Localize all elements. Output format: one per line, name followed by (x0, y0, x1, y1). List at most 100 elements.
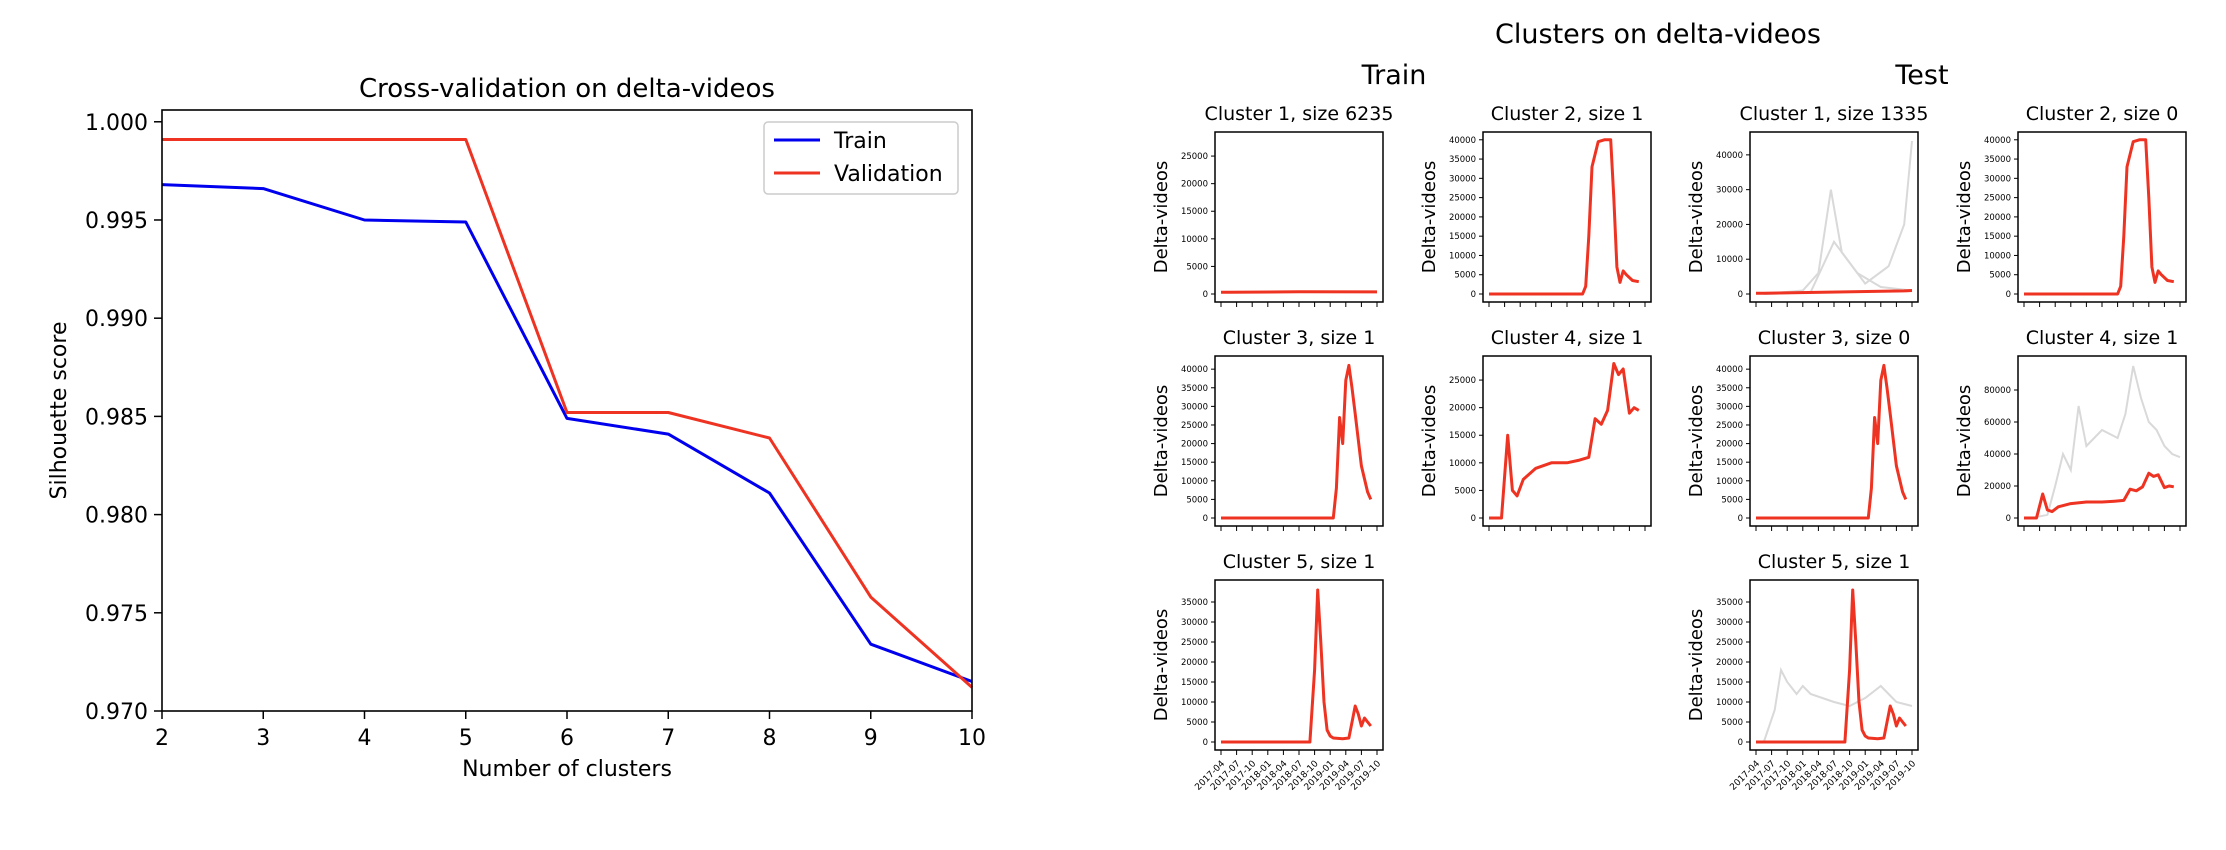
chart-title: Cross-validation on delta-videos (359, 74, 775, 104)
y-tick-label: 15000 (1449, 232, 1476, 242)
y-tick-label: 0 (1738, 290, 1743, 300)
x-tick-label: 10 (958, 726, 986, 751)
y-tick-label: 15000 (1181, 678, 1208, 688)
y-axis-label: Delta-videos (1151, 609, 1172, 722)
y-tick-label: 40000 (1449, 136, 1476, 146)
panel-title: Cluster 2, size 1 (1491, 103, 1644, 125)
series-line-train (161, 183, 973, 683)
cluster-panel: Cluster 2, size 0 0 5000 10000 15000 20000 250… (1954, 103, 2187, 307)
y-axis-label: Silhouette score (47, 322, 72, 500)
centroid-line (1756, 588, 1907, 744)
y-axis-label: Delta-videos (1686, 609, 1707, 722)
y-axis-label: Delta-videos (1686, 161, 1707, 274)
cluster-panel: Cluster 5, size 1 0 5000 10000 15000 20000 250… (1686, 551, 1919, 793)
y-tick-label: 0.990 (85, 307, 148, 332)
member-series-line (1762, 666, 1913, 743)
y-tick-label: 40000 (1984, 450, 2011, 460)
y-tick-label: 15000 (1449, 431, 1476, 441)
y-tick-label: 0 (2006, 290, 2011, 300)
y-tick-label: 25000 (1181, 638, 1208, 648)
y-tick-label: 0 (1203, 290, 1208, 300)
x-tick-label: 8 (763, 726, 777, 751)
y-tick-label: 35000 (1984, 155, 2011, 165)
member-series-line (1763, 140, 1913, 295)
centroid-line (2024, 471, 2175, 520)
y-tick-label: 0 (1471, 514, 1476, 524)
y-tick-label: 0 (1203, 514, 1208, 524)
y-tick-label: 20000 (1716, 440, 1743, 450)
legend-label-validation: Validation (834, 162, 943, 187)
cluster-panel: Cluster 1, size 1335 0 10000 20000 30000 4000… (1686, 103, 1928, 307)
panel-title: Cluster 5, size 1 (1223, 551, 1376, 573)
y-tick-label: 60000 (1984, 418, 2011, 428)
y-tick-label: 5000 (1454, 486, 1476, 496)
series-line-validation (162, 138, 973, 689)
group-title-test: Test (1894, 60, 1948, 91)
y-tick-label: 5000 (1721, 495, 1743, 505)
y-tick-label: 20000 (1449, 404, 1476, 414)
figure-title: Clusters on delta-videos (1495, 19, 1821, 50)
panel-title: Cluster 4, size 1 (2026, 327, 2179, 349)
legend: Train Validation (763, 121, 959, 195)
y-tick-label: 30000 (1716, 618, 1743, 628)
x-tick-label: 9 (864, 726, 878, 751)
y-tick-label: 10000 (1716, 255, 1743, 265)
y-tick-label: 5000 (1454, 271, 1476, 281)
y-tick-label: 20000 (1181, 440, 1208, 450)
panel-title: Cluster 3, size 1 (1223, 327, 1376, 349)
centroid-line (1489, 362, 1640, 520)
y-tick-label: 25000 (1716, 638, 1743, 648)
panel-frame (2017, 131, 2187, 303)
cluster-panel: Cluster 4, size 1 0 20000 40000 60000 80000 De… (1954, 327, 2187, 531)
panel-title: Cluster 3, size 0 (1758, 327, 1911, 349)
y-tick-label: 30000 (1181, 402, 1208, 412)
y-tick-label: 10000 (1984, 251, 2011, 261)
panel-frame (1214, 131, 1384, 303)
centroid-line (1489, 138, 1640, 296)
y-tick-label: 35000 (1716, 598, 1743, 608)
panel-title: Cluster 1, size 6235 (1205, 103, 1394, 125)
x-tick-label: 4 (358, 726, 372, 751)
member-series-line (2031, 365, 2181, 519)
x-axis-label: Number of clusters (462, 757, 672, 782)
y-tick-label: 35000 (1181, 598, 1208, 608)
y-tick-label: 10000 (1181, 698, 1208, 708)
y-tick-label: 20000 (1181, 658, 1208, 668)
y-tick-label: 15000 (1181, 207, 1208, 217)
y-tick-label: 10000 (1449, 251, 1476, 261)
y-tick-label: 25000 (1716, 421, 1743, 431)
cluster-panel: Cluster 3, size 0 0 5000 10000 15000 20000 250… (1686, 327, 1919, 531)
y-tick-label: 30000 (1716, 186, 1743, 196)
y-tick-label: 20000 (1984, 213, 2011, 223)
member-series-line (1763, 239, 1913, 295)
y-tick-label: 25000 (1984, 194, 2011, 204)
y-tick-label: 10000 (1181, 477, 1208, 487)
y-axis-label: Delta-videos (1954, 161, 1975, 274)
y-tick-label: 25000 (1181, 152, 1208, 162)
y-tick-label: 0.985 (85, 405, 148, 430)
y-tick-label: 40000 (1984, 136, 2011, 146)
y-tick-label: 35000 (1716, 384, 1743, 394)
x-tick-label: 3 (256, 726, 270, 751)
centroid-line (1756, 289, 1913, 295)
y-tick-label: 35000 (1449, 155, 1476, 165)
group-title-train: Train (1361, 60, 1427, 91)
y-tick-label: 20000 (1716, 220, 1743, 230)
y-tick-label: 0.970 (85, 700, 148, 725)
y-tick-label: 25000 (1449, 194, 1476, 204)
y-tick-label: 20000 (1984, 482, 2011, 492)
panel-title: Cluster 4, size 1 (1491, 327, 1644, 349)
y-axis-label: Delta-videos (1151, 161, 1172, 274)
y-tick-label: 0 (2006, 514, 2011, 524)
y-axis-label: Delta-videos (1419, 161, 1440, 274)
y-axis-label: Delta-videos (1419, 385, 1440, 498)
x-tick-label: 5 (459, 726, 473, 751)
cluster-panel: Cluster 5, size 1 0 5000 10000 15000 20000 250… (1151, 551, 1384, 793)
x-tick-label: 6 (560, 726, 574, 751)
panel-title: Cluster 5, size 1 (1758, 551, 1911, 573)
clusters-chart: Clusters on delta-videos Train Test Cluster… (1151, 19, 2187, 793)
cluster-panel: Cluster 2, size 1 0 5000 10000 15000 20000 250… (1419, 103, 1652, 307)
y-tick-label: 10000 (1181, 235, 1208, 245)
y-tick-label: 30000 (1984, 174, 2011, 184)
